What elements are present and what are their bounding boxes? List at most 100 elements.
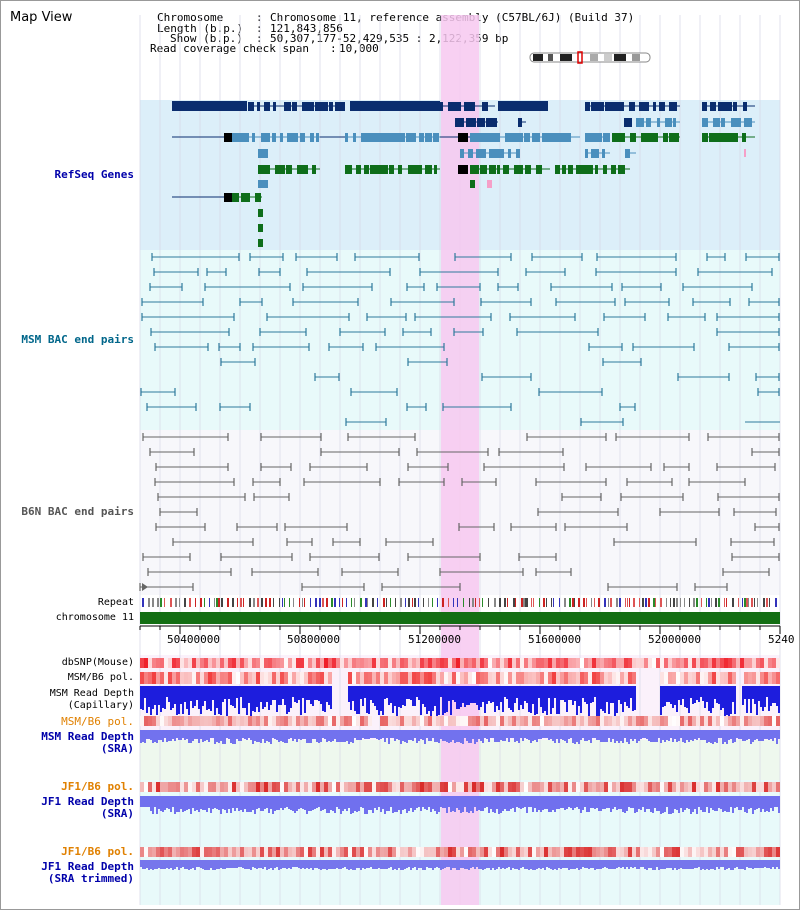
chromosome-ideogram[interactable]	[529, 51, 651, 64]
gene-feature-exon[interactable]	[497, 149, 504, 158]
repeat-feature-element[interactable]	[594, 598, 595, 607]
repeat-feature-element[interactable]	[184, 598, 186, 607]
gene-feature-block[interactable]	[458, 133, 468, 142]
repeat-feature-element[interactable]	[504, 598, 506, 607]
gene-feature-exon[interactable]	[599, 102, 604, 111]
gene-feature-block[interactable]	[172, 101, 247, 111]
repeat-feature-element[interactable]	[515, 598, 516, 607]
repeat-feature-element[interactable]	[463, 598, 464, 607]
gene-feature-exon[interactable]	[505, 133, 513, 142]
repeat-feature-element[interactable]	[546, 598, 547, 607]
repeat-feature-element[interactable]	[757, 598, 758, 607]
gene-feature-exon[interactable]	[489, 165, 496, 174]
track-label-repeat[interactable]: Repeat	[97, 597, 134, 608]
polymorphism-heat-tracks[interactable]	[140, 658, 780, 857]
gene-feature-exon[interactable]	[497, 165, 500, 174]
gene-feature-block[interactable]	[470, 180, 475, 188]
repeat-feature-element[interactable]	[204, 598, 205, 607]
gene-feature-exon[interactable]	[645, 102, 649, 111]
repeat-feature-element[interactable]	[754, 598, 755, 607]
b6n-bac-end-pairs-track[interactable]	[139, 433, 780, 591]
repeat-feature-element[interactable]	[152, 598, 154, 607]
repeat-feature-element[interactable]	[742, 598, 743, 607]
track-label-msm-b6-pol-1[interactable]: MSM/B6 pol.	[67, 672, 134, 683]
repeat-feature-element[interactable]	[531, 598, 532, 607]
repeat-feature-element[interactable]	[479, 598, 480, 607]
gene-feature-exon[interactable]	[232, 193, 239, 202]
repeat-feature-element[interactable]	[386, 598, 387, 607]
gene-feature-exon[interactable]	[300, 133, 305, 142]
repeat-feature-element[interactable]	[616, 598, 618, 607]
gene-feature-exon[interactable]	[266, 165, 270, 174]
gene-feature-exon[interactable]	[356, 165, 361, 174]
gene-feature-exon[interactable]	[383, 133, 393, 142]
repeat-feature-element[interactable]	[507, 598, 508, 607]
gene-feature-exon[interactable]	[400, 133, 405, 142]
gene-feature-exon[interactable]	[486, 118, 493, 127]
repeat-feature-element[interactable]	[273, 598, 274, 607]
repeat-feature-element[interactable]	[390, 598, 391, 607]
repeat-feature-element[interactable]	[693, 598, 695, 607]
gene-feature-exon[interactable]	[412, 133, 415, 142]
gene-feature-exon[interactable]	[485, 133, 495, 142]
repeat-feature-element[interactable]	[195, 598, 196, 607]
repeat-feature-element[interactable]	[227, 598, 229, 607]
gene-feature-exon[interactable]	[585, 102, 590, 111]
gene-feature-exon[interactable]	[258, 165, 266, 174]
repeat-feature-element[interactable]	[428, 598, 429, 607]
track-label-msm-depth-sra[interactable]: MSM Read Depth	[41, 730, 134, 743]
gene-feature-exon[interactable]	[665, 118, 672, 127]
repeat-track[interactable]	[142, 598, 777, 607]
gene-feature-exon[interactable]	[417, 165, 422, 174]
repeat-feature-element[interactable]	[569, 598, 571, 607]
gene-feature-exon[interactable]	[657, 118, 660, 127]
repeat-feature-element[interactable]	[655, 598, 656, 607]
gene-feature-exon[interactable]	[261, 133, 270, 142]
gene-feature-exon[interactable]	[252, 133, 255, 142]
gene-feature-block[interactable]	[458, 165, 468, 174]
repeat-feature-element[interactable]	[660, 598, 662, 607]
repeat-feature-element[interactable]	[591, 598, 592, 607]
repeat-feature-element[interactable]	[209, 598, 210, 607]
repeat-feature-element[interactable]	[457, 598, 458, 607]
gene-feature-exon[interactable]	[639, 102, 647, 111]
repeat-feature-element[interactable]	[715, 598, 717, 607]
gene-feature-exon[interactable]	[247, 193, 250, 202]
gene-feature-exon[interactable]	[576, 165, 586, 174]
repeat-feature-element[interactable]	[408, 598, 410, 607]
repeat-feature-element[interactable]	[525, 598, 527, 607]
gene-feature-exon[interactable]	[258, 149, 268, 158]
repeat-feature-element[interactable]	[354, 598, 355, 607]
gene-feature-exon[interactable]	[470, 165, 479, 174]
gene-feature-exon[interactable]	[370, 165, 380, 174]
gene-feature-exon[interactable]	[406, 133, 416, 142]
repeat-feature-element[interactable]	[400, 598, 402, 607]
track-label-refseq[interactable]: RefSeq Genes	[54, 168, 134, 181]
repeat-feature-element[interactable]	[240, 598, 242, 607]
gene-feature-block[interactable]	[224, 193, 232, 202]
gene-feature-exon[interactable]	[603, 165, 607, 174]
repeat-feature-element[interactable]	[157, 598, 159, 607]
gene-feature-exon[interactable]	[255, 193, 261, 202]
gene-feature-exon[interactable]	[532, 133, 540, 142]
gene-feature-exon[interactable]	[433, 133, 439, 142]
gene-feature-block[interactable]	[258, 239, 263, 247]
gene-feature-exon[interactable]	[555, 165, 560, 174]
gene-feature-exon[interactable]	[480, 165, 487, 174]
repeat-feature-element[interactable]	[521, 598, 523, 607]
gene-feature-exon[interactable]	[460, 149, 464, 158]
repeat-feature-element[interactable]	[676, 598, 678, 607]
repeat-feature-element[interactable]	[164, 598, 165, 607]
gene-feature-exon[interactable]	[425, 133, 432, 142]
gene-feature-exon[interactable]	[630, 133, 636, 142]
gene-feature-exon[interactable]	[292, 102, 297, 111]
gene-feature-exon[interactable]	[393, 133, 401, 142]
gene-feature-exon[interactable]	[503, 165, 509, 174]
gene-feature-exon[interactable]	[273, 102, 276, 111]
gene-feature-exon[interactable]	[562, 165, 566, 174]
gene-feature-exon[interactable]	[379, 165, 388, 174]
repeat-feature-element[interactable]	[414, 598, 416, 607]
repeat-feature-element[interactable]	[666, 598, 667, 607]
repeat-feature-element[interactable]	[179, 598, 180, 607]
